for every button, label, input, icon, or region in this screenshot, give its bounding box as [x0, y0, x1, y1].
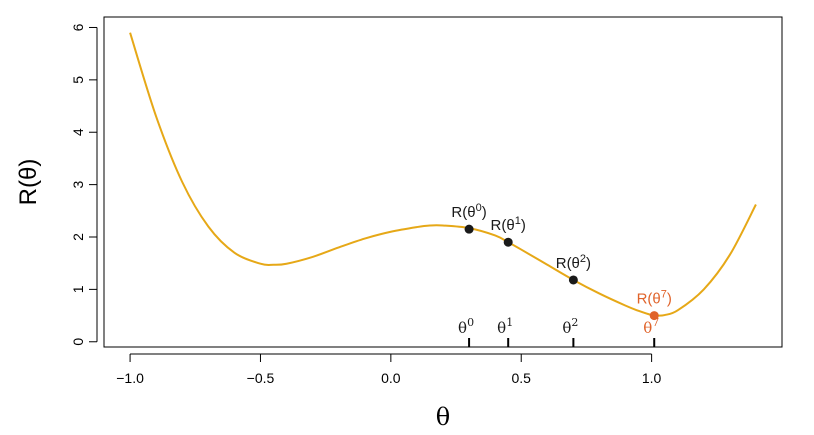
theta-label: θ7 — [643, 316, 659, 337]
x-tick-label: −0.5 — [247, 370, 275, 386]
iterate-point — [568, 275, 578, 285]
y-axis-title: R(θ) — [15, 159, 42, 206]
theta-label: θ0 — [458, 316, 474, 337]
iterate-point — [503, 237, 513, 247]
iterate-label: R(θ2) — [556, 253, 591, 272]
y-tick-label: 3 — [70, 181, 86, 189]
theta-label: θ2 — [562, 316, 578, 337]
points-layer: R(θ0) θ0 R(θ1) θ1 R(θ2) θ2 R(θ7) θ7 — [451, 202, 672, 347]
theta-label: θ1 — [497, 316, 513, 337]
x-tick-label: 0.0 — [381, 370, 401, 386]
x-tick-label: 1.0 — [642, 370, 662, 386]
series-line — [129, 32, 757, 317]
y-tick-label: 1 — [70, 285, 86, 293]
series-layer — [129, 32, 757, 317]
x-axis-title: θ — [436, 403, 450, 431]
y-tick-label: 0 — [70, 338, 86, 346]
x-axis: −1.0 −0.5 0.0 0.5 1.0 — [116, 353, 662, 386]
y-tick-label: 4 — [70, 128, 86, 136]
iterate-label: R(θ1) — [491, 215, 526, 234]
iterate-label: R(θ0) — [451, 202, 486, 221]
y-axis: 0 1 2 3 4 5 6 — [70, 23, 98, 346]
x-tick-label: 0.5 — [511, 370, 531, 386]
iterate-label: R(θ7) — [637, 289, 672, 308]
iterate-point — [464, 224, 474, 234]
y-tick-label: 6 — [70, 23, 86, 31]
y-tick-label: 2 — [70, 233, 86, 241]
x-tick-label: −1.0 — [116, 370, 144, 386]
y-tick-label: 5 — [70, 76, 86, 84]
plot-frame — [103, 16, 783, 348]
iterate-point — [649, 311, 659, 321]
